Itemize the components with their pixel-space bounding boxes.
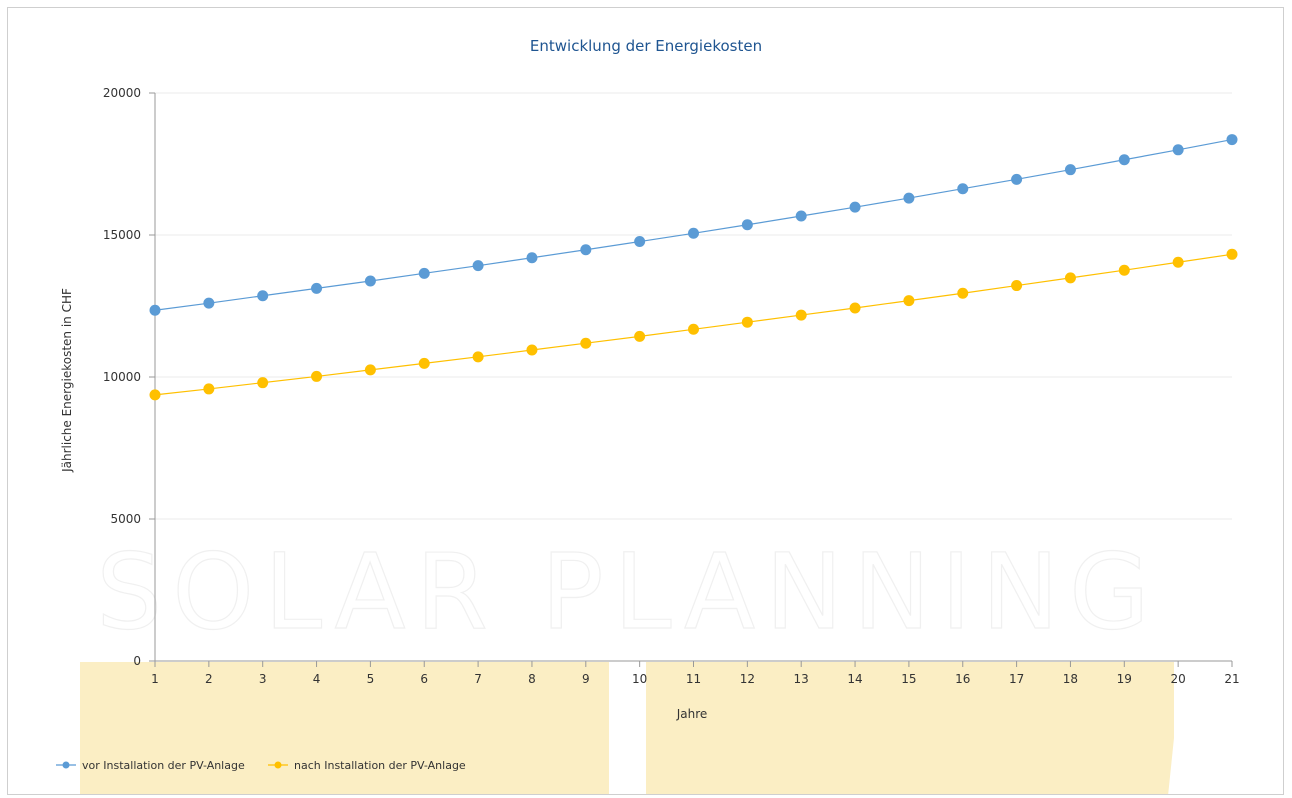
x-tick-label: 8 <box>528 672 536 686</box>
data-point[interactable] <box>364 275 376 287</box>
x-tick-label: 14 <box>847 672 862 686</box>
y-axis-label: Jährliche Energiekosten in CHF <box>60 288 74 473</box>
x-tick-label: 5 <box>367 672 375 686</box>
data-point[interactable] <box>149 389 161 401</box>
data-point[interactable] <box>203 383 215 395</box>
data-point[interactable] <box>418 267 430 279</box>
legend-item-1[interactable]: vor Installation der PV-Anlage <box>56 759 245 772</box>
data-point[interactable] <box>149 304 161 316</box>
data-point[interactable] <box>526 252 538 264</box>
y-tick-label: 10000 <box>103 370 141 384</box>
watermark-text: SOLAR PLANNING <box>96 531 1160 653</box>
data-point[interactable] <box>311 282 323 294</box>
data-point[interactable] <box>364 364 376 376</box>
y-tick-label: 5000 <box>110 512 141 526</box>
data-point[interactable] <box>741 219 753 231</box>
data-point[interactable] <box>741 316 753 328</box>
data-point[interactable] <box>1226 134 1238 146</box>
data-point[interactable] <box>795 210 807 222</box>
y-tick-label: 15000 <box>103 228 141 242</box>
legend: vor Installation der PV-Anlage nach Insta… <box>56 759 466 772</box>
data-point[interactable] <box>580 337 592 349</box>
x-axis-label: Jahre <box>676 707 708 721</box>
data-point[interactable] <box>1118 154 1130 166</box>
chart-container: SOLAR PLANNING Entwicklung der Energieko… <box>7 7 1284 795</box>
x-tick-label: 1 <box>151 672 159 686</box>
legend-marker <box>274 761 282 769</box>
data-point[interactable] <box>1011 280 1023 292</box>
x-tick-label: 9 <box>582 672 590 686</box>
data-point[interactable] <box>903 192 915 204</box>
chart-title: Entwicklung der Energiekosten <box>530 37 762 55</box>
energy-cost-chart: SOLAR PLANNING Entwicklung der Energieko… <box>56 37 1240 794</box>
y-tick-label: 20000 <box>103 86 141 100</box>
data-point[interactable] <box>580 244 592 256</box>
x-tick-label: 6 <box>420 672 428 686</box>
highlight-overlay-right <box>646 662 1174 794</box>
data-point[interactable] <box>1064 272 1076 284</box>
legend-label: nach Installation der PV-Anlage <box>294 759 466 772</box>
legend-label: vor Installation der PV-Anlage <box>82 759 245 772</box>
x-tick-label: 4 <box>313 672 321 686</box>
x-tick-label: 15 <box>901 672 916 686</box>
x-tick-label: 17 <box>1009 672 1024 686</box>
data-point[interactable] <box>957 287 969 299</box>
data-point[interactable] <box>795 309 807 321</box>
x-tick-label: 2 <box>205 672 213 686</box>
series-1 <box>149 134 1238 316</box>
data-point[interactable] <box>526 344 538 356</box>
data-point[interactable] <box>472 260 484 272</box>
series-layer <box>149 134 1238 401</box>
data-point[interactable] <box>903 295 915 307</box>
x-tick-label: 19 <box>1117 672 1132 686</box>
legend-item-2[interactable]: nach Installation der PV-Anlage <box>268 759 466 772</box>
x-tick-label: 12 <box>740 672 755 686</box>
y-tick-label: 0 <box>133 654 141 668</box>
x-tick-label: 18 <box>1063 672 1078 686</box>
data-point[interactable] <box>688 227 699 239</box>
data-point[interactable] <box>257 377 269 389</box>
series-2 <box>149 248 1238 401</box>
data-point[interactable] <box>1226 248 1238 260</box>
legend-marker <box>62 761 70 769</box>
data-point[interactable] <box>472 351 484 363</box>
data-point[interactable] <box>688 323 699 335</box>
highlight-overlay-left <box>80 662 609 794</box>
x-tick-label: 13 <box>794 672 809 686</box>
data-point[interactable] <box>957 183 969 195</box>
x-tick-label: 7 <box>474 672 482 686</box>
x-tick-label: 11 <box>686 672 701 686</box>
data-point[interactable] <box>634 330 646 342</box>
grid-layer <box>155 92 1232 520</box>
data-point[interactable] <box>849 302 861 314</box>
x-tick-label: 16 <box>955 672 970 686</box>
data-point[interactable] <box>1172 256 1184 268</box>
x-tick-label: 20 <box>1171 672 1186 686</box>
x-tick-label: 21 <box>1224 672 1239 686</box>
data-point[interactable] <box>418 357 430 369</box>
data-point[interactable] <box>1118 264 1130 276</box>
data-point[interactable] <box>1172 144 1184 156</box>
data-point[interactable] <box>257 290 269 302</box>
data-point[interactable] <box>1011 173 1023 185</box>
data-point[interactable] <box>1064 164 1076 176</box>
data-point[interactable] <box>634 236 646 248</box>
data-point[interactable] <box>311 370 323 382</box>
data-point[interactable] <box>849 201 861 213</box>
data-point[interactable] <box>203 297 215 309</box>
x-tick-label: 10 <box>632 672 647 686</box>
x-tick-label: 3 <box>259 672 267 686</box>
